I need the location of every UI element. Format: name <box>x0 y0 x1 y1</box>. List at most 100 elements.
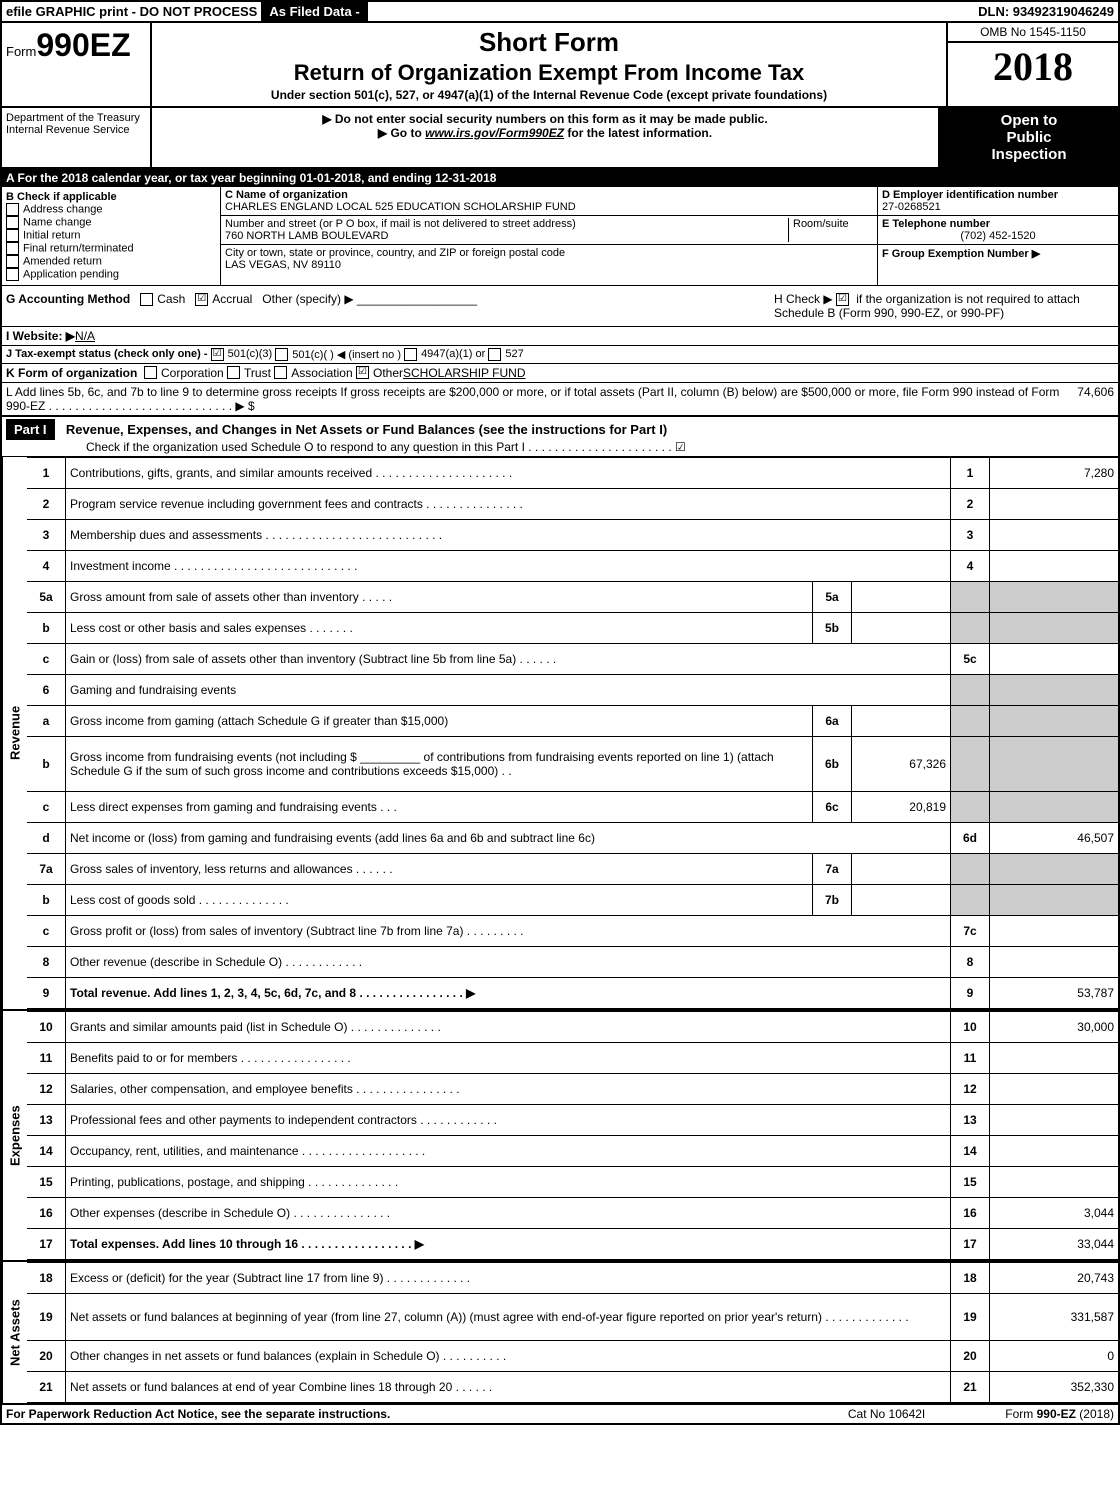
section-a-pre: A For the 2018 calendar year, or tax yea… <box>6 171 300 185</box>
trust-checkbox[interactable] <box>227 366 240 379</box>
line-15-rlabel: 15 <box>951 1167 990 1198</box>
tax-exempt-label: J Tax-exempt status (check only one) - <box>6 348 208 361</box>
line-20-no: 20 <box>27 1341 66 1372</box>
501c-checkbox[interactable] <box>275 348 288 361</box>
line-20-val: 0 <box>990 1341 1119 1372</box>
line-12-no: 12 <box>27 1074 66 1105</box>
schedule-b-checkbox[interactable]: ☑ <box>836 293 849 306</box>
other-org-checkbox[interactable]: ☑ <box>356 366 369 379</box>
line-6d-desc: Net income or (loss) from gaming and fun… <box>66 823 951 854</box>
line-6-shaded2 <box>990 675 1119 706</box>
4947-checkbox[interactable] <box>404 348 417 361</box>
line-7b-desc: Less cost of goods sold . . . . . . . . … <box>66 885 813 916</box>
form-footer: For Paperwork Reduction Act Notice, see … <box>2 1405 1118 1423</box>
line-7c-rlabel: 7c <box>951 916 990 947</box>
association-checkbox[interactable] <box>274 366 287 379</box>
expenses-section: Expenses 10Grants and similar amounts pa… <box>2 1011 1118 1262</box>
omb-number: OMB No 1545-1150 <box>948 23 1118 43</box>
dept-box: Department of the Treasury Internal Reve… <box>2 108 152 167</box>
form-prefix: Form <box>6 44 36 59</box>
application-pending-checkbox[interactable] <box>6 268 19 281</box>
line-10-desc: Grants and similar amounts paid (list in… <box>66 1012 951 1043</box>
street-label: Number and street (or P O box, if mail i… <box>225 218 784 230</box>
form-number-box: Form990EZ <box>2 23 152 106</box>
tax-year-begin: 01-01-2018 <box>300 171 361 185</box>
goto-suffix: for the latest information. <box>564 126 712 140</box>
goto-prefix: ▶ Go to <box>378 126 425 140</box>
short-form-title: Short Form <box>156 27 942 58</box>
line-5a-shaded2 <box>990 582 1119 613</box>
accrual-label: Accrual <box>212 292 252 306</box>
line-11-no: 11 <box>27 1043 66 1074</box>
line-5b-no: b <box>27 613 66 644</box>
line-9-no: 9 <box>27 978 66 1009</box>
section-l-text: L Add lines 5b, 6c, and 7b to line 9 to … <box>6 385 1077 413</box>
line-7a-shaded2 <box>990 854 1119 885</box>
accrual-checkbox[interactable]: ☑ <box>195 293 208 306</box>
line-5a-desc: Gross amount from sale of assets other t… <box>66 582 813 613</box>
line-6b-mval: 67,326 <box>852 737 951 792</box>
line-1-no: 1 <box>27 458 66 489</box>
line-4-val <box>990 551 1119 582</box>
line-5c-desc: Gain or (loss) from sale of assets other… <box>66 644 951 675</box>
line-2-no: 2 <box>27 489 66 520</box>
as-filed-label: As Filed Data - <box>261 2 367 21</box>
revenue-table: 1Contributions, gifts, grants, and simil… <box>27 457 1118 1009</box>
line-7b-shaded <box>951 885 990 916</box>
line-14-desc: Occupancy, rent, utilities, and maintena… <box>66 1136 951 1167</box>
cash-checkbox[interactable] <box>140 293 153 306</box>
telephone-label: E Telephone number <box>882 218 1114 230</box>
section-h: H Check ▶ ☑ if the organization is not r… <box>774 292 1114 320</box>
line-6c-shaded <box>951 792 990 823</box>
line-18-no: 18 <box>27 1263 66 1294</box>
city-label: City or town, state or province, country… <box>225 247 873 259</box>
501c3-checkbox[interactable]: ☑ <box>211 348 224 361</box>
section-l: L Add lines 5b, 6c, and 7b to line 9 to … <box>2 383 1118 417</box>
line-6d-val: 46,507 <box>990 823 1119 854</box>
501c3-label: 501(c)(3) <box>228 348 273 361</box>
revenue-section: Revenue 1Contributions, gifts, grants, a… <box>2 457 1118 1011</box>
line-6-shaded <box>951 675 990 706</box>
address-change-checkbox[interactable] <box>6 203 19 216</box>
line-18-val: 20,743 <box>990 1263 1119 1294</box>
line-5c-val <box>990 644 1119 675</box>
line-16-no: 16 <box>27 1198 66 1229</box>
amended-return-checkbox[interactable] <box>6 255 19 268</box>
subtitle: Under section 501(c), 527, or 4947(a)(1)… <box>156 88 942 102</box>
line-16-rlabel: 16 <box>951 1198 990 1229</box>
corporation-checkbox[interactable] <box>144 366 157 379</box>
line-17-rlabel: 17 <box>951 1229 990 1260</box>
corporation-label: Corporation <box>161 366 224 380</box>
part-1-header: Part I Revenue, Expenses, and Changes in… <box>2 417 1118 457</box>
line-7a-mlabel: 7a <box>813 854 852 885</box>
line-2-val <box>990 489 1119 520</box>
line-2-rlabel: 2 <box>951 489 990 520</box>
line-6c-mlabel: 6c <box>813 792 852 823</box>
name-change-checkbox[interactable] <box>6 216 19 229</box>
final-return-checkbox[interactable] <box>6 242 19 255</box>
irs-link[interactable]: www.irs.gov/Form990EZ <box>425 126 564 140</box>
line-3-no: 3 <box>27 520 66 551</box>
line-4-no: 4 <box>27 551 66 582</box>
cash-label: Cash <box>157 292 185 306</box>
line-7b-shaded2 <box>990 885 1119 916</box>
line-6-desc: Gaming and fundraising events <box>66 675 951 706</box>
527-checkbox[interactable] <box>488 348 501 361</box>
efile-notice: efile GRAPHIC print - DO NOT PROCESS <box>2 2 261 21</box>
part-1-label: Part I <box>6 419 55 440</box>
line-13-desc: Professional fees and other payments to … <box>66 1105 951 1136</box>
line-10-rlabel: 10 <box>951 1012 990 1043</box>
net-assets-label: Net Assets <box>2 1262 27 1403</box>
line-6a-no: a <box>27 706 66 737</box>
open-line-1: Open to <box>944 112 1114 129</box>
line-9-desc: Total revenue. Add lines 1, 2, 3, 4, 5c,… <box>66 978 951 1009</box>
open-line-2: Public <box>944 129 1114 146</box>
section-a-mid: , and ending <box>361 171 435 185</box>
line-4-rlabel: 4 <box>951 551 990 582</box>
line-11-rlabel: 11 <box>951 1043 990 1074</box>
line-7b-no: b <box>27 885 66 916</box>
line-16-val: 3,044 <box>990 1198 1119 1229</box>
initial-return-checkbox[interactable] <box>6 229 19 242</box>
open-to-public: Open to Public Inspection <box>938 108 1118 167</box>
line-21-val: 352,330 <box>990 1372 1119 1403</box>
